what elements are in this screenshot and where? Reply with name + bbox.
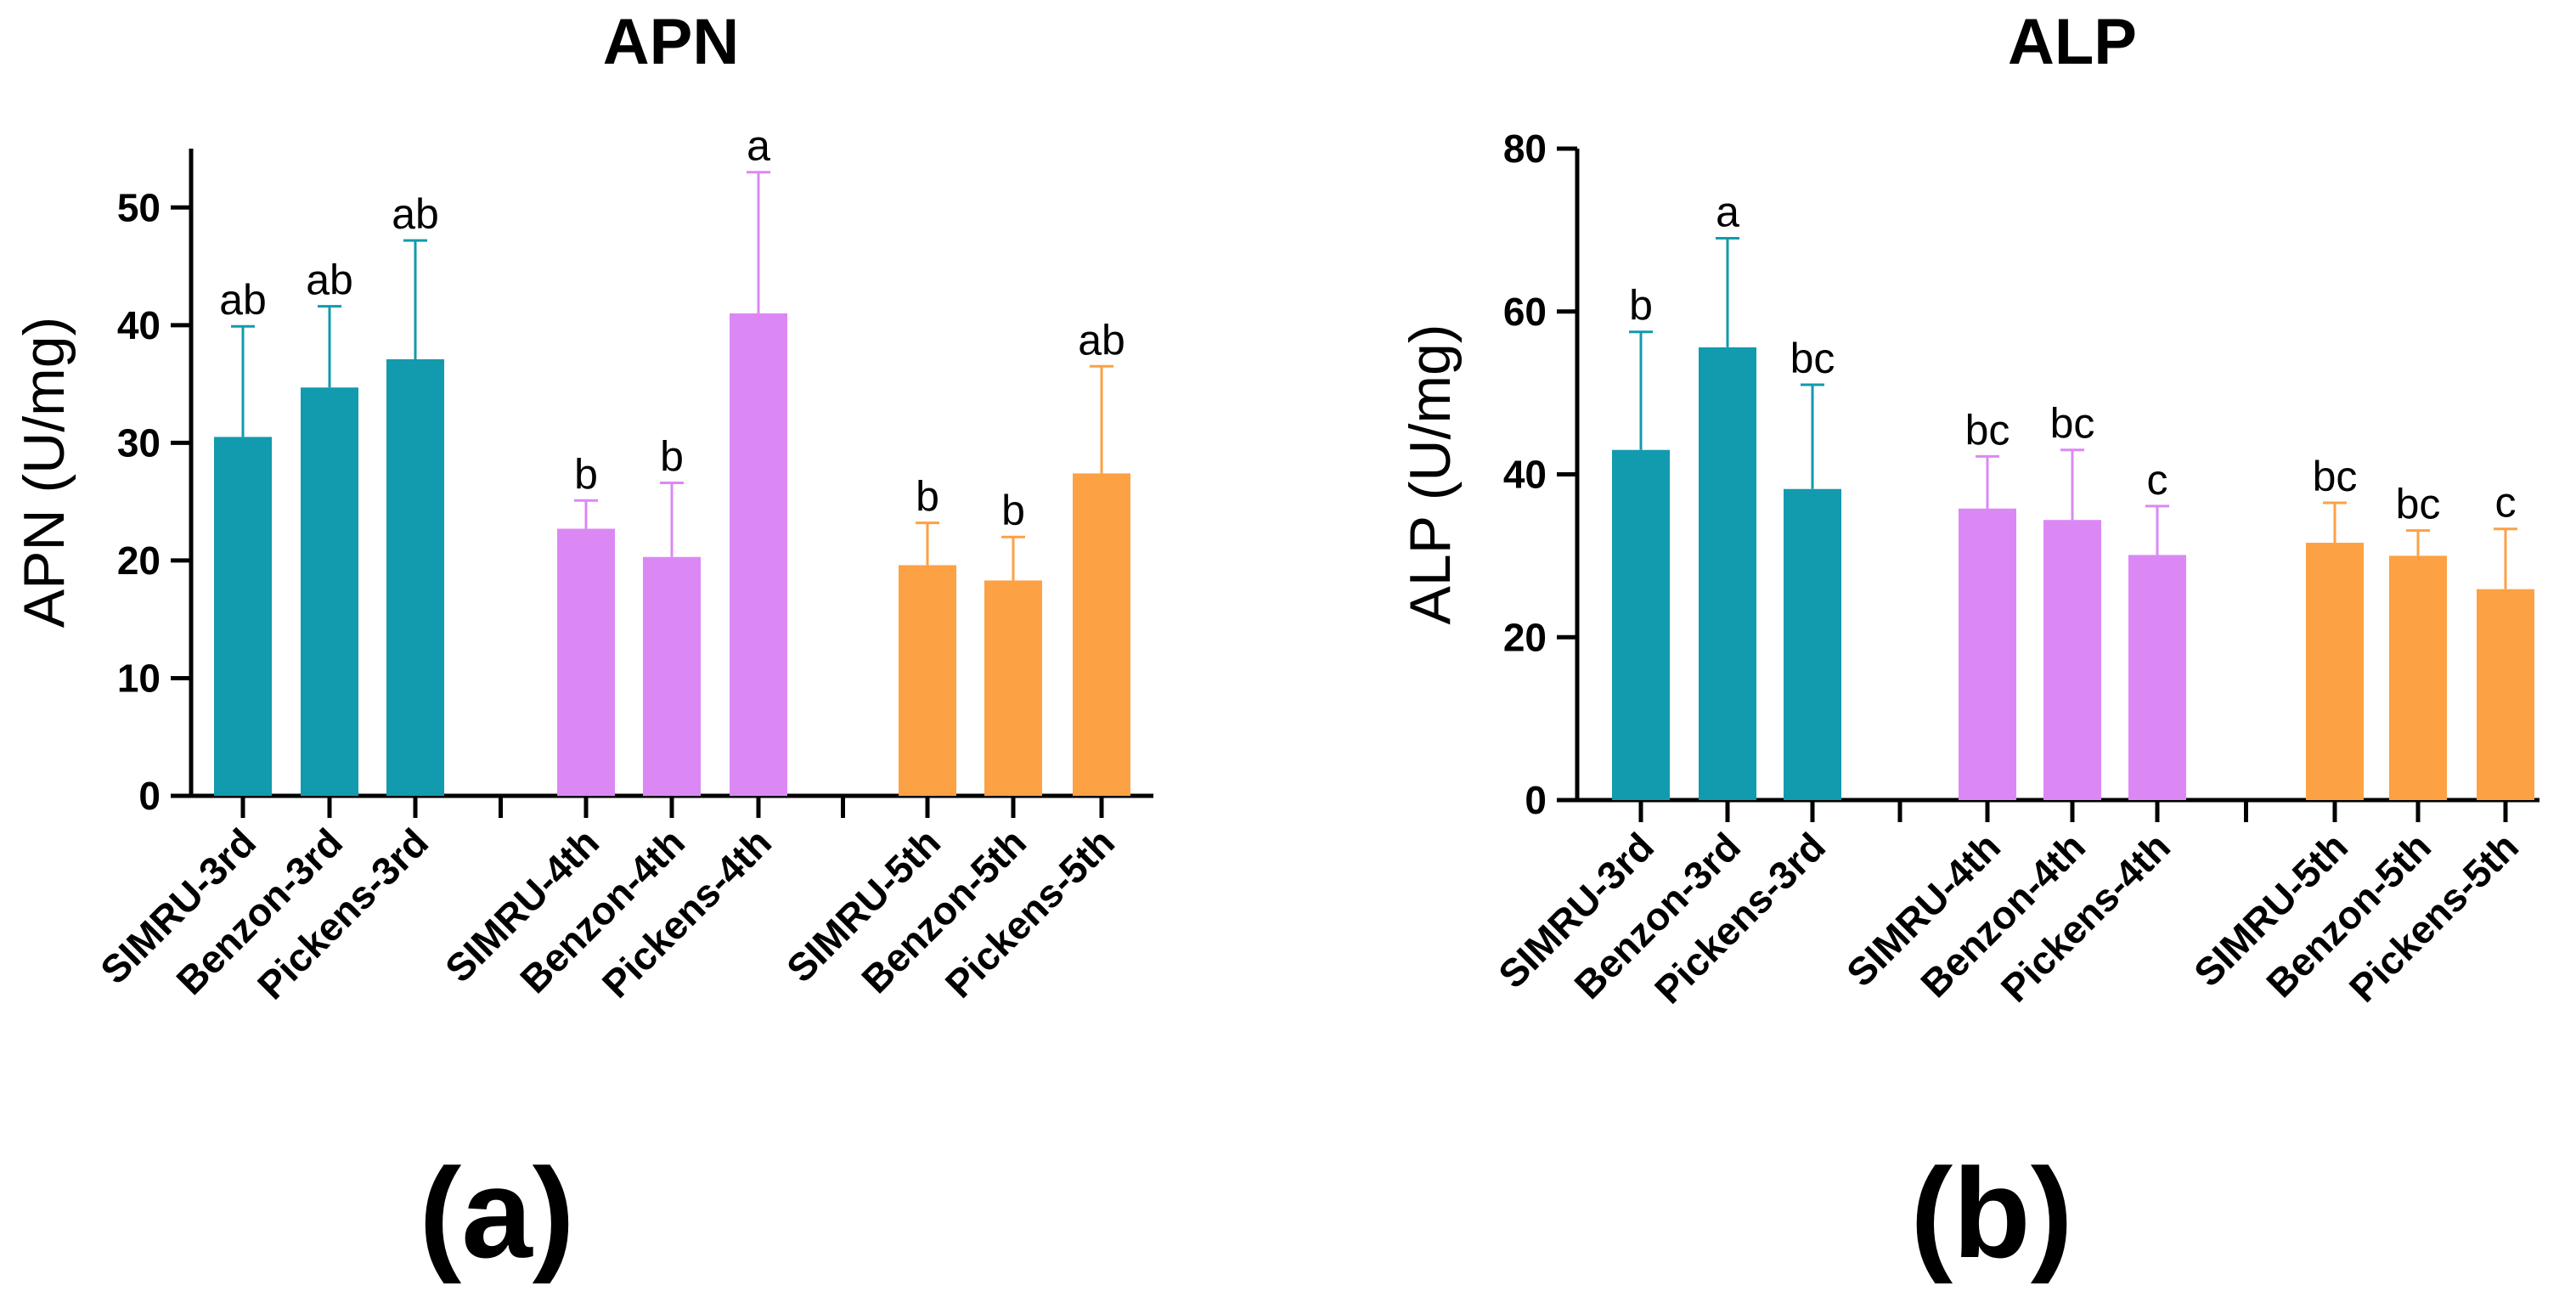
- significance-label: bc: [2050, 400, 2095, 448]
- bar: [2128, 555, 2186, 800]
- y-tick-label: 20: [117, 538, 161, 583]
- bar: [1784, 488, 1841, 800]
- y-tick-label: 50: [117, 185, 161, 229]
- significance-label: c: [2495, 479, 2517, 527]
- significance-label: bc: [2313, 453, 2358, 500]
- significance-label: bc: [1965, 406, 2010, 454]
- bar: [2477, 589, 2534, 800]
- y-tick-label: 80: [1503, 127, 1547, 171]
- significance-label: a: [747, 122, 770, 170]
- bar: [984, 580, 1042, 796]
- chart-title: ALP: [2008, 6, 2137, 78]
- y-tick-label: 60: [1503, 290, 1547, 334]
- y-tick-label: 30: [117, 420, 161, 465]
- bar: [2389, 555, 2447, 800]
- y-tick-label: 40: [117, 303, 161, 347]
- y-tick-label: 20: [1503, 615, 1547, 659]
- bar: [301, 387, 358, 796]
- bar: [1699, 347, 1756, 800]
- bar: [2043, 520, 2101, 800]
- significance-label: a: [1716, 188, 1739, 235]
- bar: [214, 437, 272, 796]
- significance-label: ab: [1078, 316, 1125, 364]
- y-tick-label: 0: [138, 774, 161, 818]
- y-axis-label: ALP (U/mg): [1398, 324, 1463, 625]
- significance-label: ab: [392, 190, 439, 238]
- y-tick-label: 10: [117, 656, 161, 700]
- significance-label: ab: [306, 257, 353, 304]
- chart-title: APN: [603, 6, 739, 78]
- significance-label: ab: [219, 276, 267, 324]
- significance-label: b: [916, 473, 939, 521]
- panel-label: (a): [419, 1142, 574, 1284]
- bar: [1959, 508, 2016, 800]
- y-tick-label: 40: [1503, 453, 1547, 497]
- bar: [557, 528, 615, 796]
- bar: [386, 358, 444, 797]
- bar: [2306, 543, 2364, 800]
- y-axis-label: APN (U/mg): [12, 317, 76, 628]
- significance-label: b: [574, 450, 598, 498]
- significance-label: bc: [2396, 481, 2441, 528]
- panel-label: (b): [1910, 1142, 2073, 1284]
- bar: [730, 313, 787, 796]
- bar: [643, 556, 701, 796]
- bar: [1612, 449, 1670, 800]
- bar: [1073, 473, 1130, 796]
- significance-label: b: [1629, 282, 1653, 330]
- y-tick-label: 0: [1525, 778, 1547, 822]
- significance-label: b: [1001, 487, 1025, 534]
- bar: [899, 565, 956, 796]
- significance-label: bc: [1790, 335, 1835, 382]
- significance-label: c: [2147, 456, 2168, 504]
- significance-label: b: [660, 432, 684, 480]
